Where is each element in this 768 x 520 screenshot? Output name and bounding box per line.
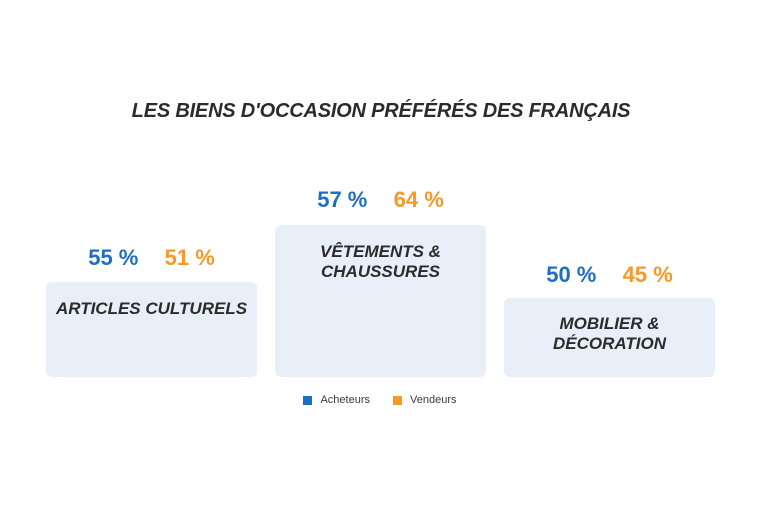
value-acheteurs-vetements-chaussures: 57 % <box>317 187 368 212</box>
legend: Acheteurs Vendeurs <box>0 394 760 408</box>
category-label-mobilier-decoration: MOBILIER & DÉCORATION <box>504 314 715 354</box>
value-acheteurs-mobilier-decoration: 50 % <box>546 262 597 287</box>
legend-item-vendeurs: Vendeurs <box>393 394 457 406</box>
legend-label-acheteurs: Acheteurs <box>320 394 370 406</box>
value-pair-mobilier-decoration: 50 % 45 % <box>504 262 715 288</box>
chart-title: LES BIENS D'OCCASION PRÉFÉRÉS DES FRANÇA… <box>131 100 631 122</box>
category-label-line1: VÊTEMENTS & <box>320 242 441 261</box>
category-label-line2: CHAUSSURES <box>320 262 441 281</box>
legend-label-vendeurs: Vendeurs <box>410 394 457 406</box>
value-vendeurs-articles-culturels: 51 % <box>164 245 215 270</box>
value-pair-vetements-chaussures: 57 % 64 % <box>275 187 486 213</box>
category-label-line2: DÉCORATION <box>552 334 666 353</box>
square-icon <box>393 395 403 405</box>
category-label-articles-culturels: ARTICLES CULTURELS <box>46 299 257 319</box>
category-label-line1: MOBILIER & <box>559 314 660 333</box>
value-acheteurs-articles-culturels: 55 % <box>88 245 139 270</box>
category-label-line1: ARTICLES CULTURELS <box>55 299 248 318</box>
legend-item-acheteurs: Acheteurs <box>303 394 370 406</box>
value-pair-articles-culturels: 55 % 51 % <box>46 245 257 271</box>
category-box-vetements-chaussures: VÊTEMENTS & CHAUSSURES <box>275 225 486 377</box>
category-label-vetements-chaussures: VÊTEMENTS & CHAUSSURES <box>275 242 486 282</box>
category-box-mobilier-decoration: MOBILIER & DÉCORATION <box>504 298 715 377</box>
square-icon <box>303 395 313 405</box>
value-vendeurs-mobilier-decoration: 45 % <box>622 262 673 287</box>
category-box-articles-culturels: ARTICLES CULTURELS <box>46 282 257 377</box>
value-vendeurs-vetements-chaussures: 64 % <box>393 187 444 212</box>
